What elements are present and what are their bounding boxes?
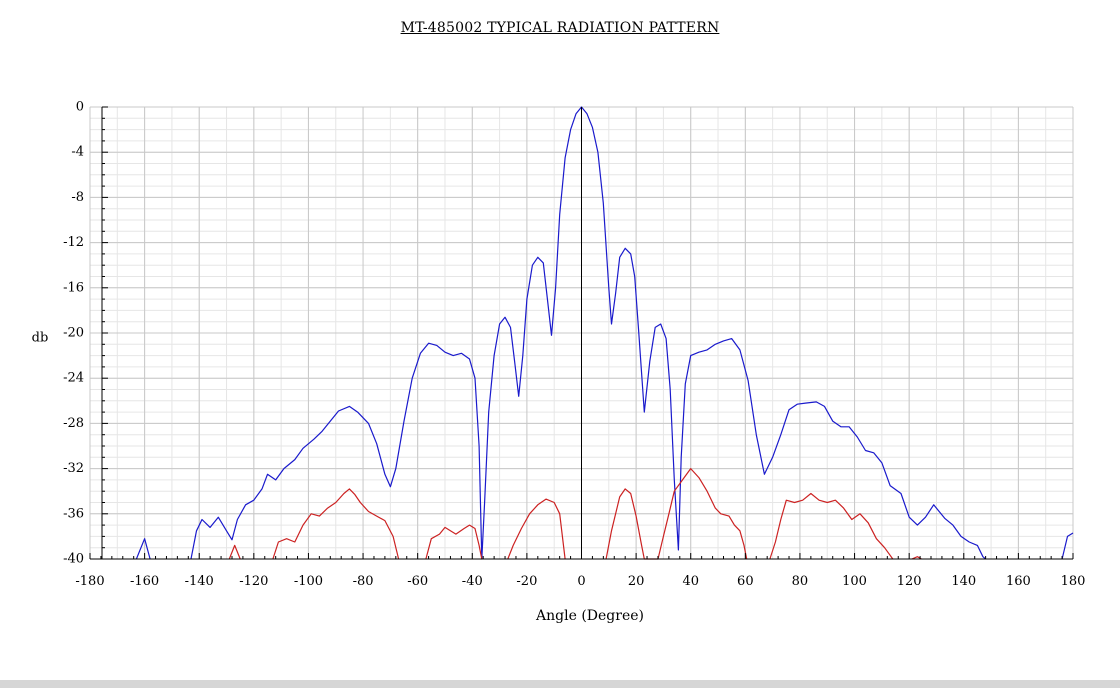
y-tick-label: 0 <box>76 100 84 115</box>
axes-layer <box>89 106 1074 560</box>
y-tick-label: -4 <box>71 145 84 160</box>
x-tick-label: 60 <box>737 574 754 589</box>
x-tick-label: 40 <box>682 574 699 589</box>
x-tick-label: -20 <box>516 574 537 589</box>
x-tick-label: -60 <box>407 574 428 589</box>
series-line-2 <box>228 544 241 560</box>
x-tick-label: 100 <box>842 574 867 589</box>
x-tick-label: -80 <box>353 574 374 589</box>
x-tick-label: 0 <box>577 574 585 589</box>
x-tick-label: 140 <box>951 574 976 589</box>
series-line-2 <box>769 492 894 560</box>
x-tick-label: -40 <box>462 574 483 589</box>
y-tick-label: -40 <box>63 552 84 567</box>
y-axis-label: db <box>32 331 49 346</box>
y-tick-label: -36 <box>63 506 84 521</box>
series-line-2 <box>605 468 748 560</box>
x-tick-label: 20 <box>628 574 645 589</box>
series-line-2 <box>507 498 566 560</box>
y-tick-label: -8 <box>71 190 84 205</box>
y-tick-label: -16 <box>63 280 84 295</box>
x-tick-label: 120 <box>897 574 922 589</box>
tick-labels: 0 -4 -8 -12 -16 -20 -24 -28 -32 -36 -40 -180 -160 -14… <box>63 100 1085 590</box>
series-line-2 <box>272 488 400 560</box>
x-tick-label: 160 <box>1006 574 1031 589</box>
window-bottom-edge <box>0 680 1120 688</box>
y-tick-label: -32 <box>63 461 84 476</box>
x-tick-label: -180 <box>75 574 104 589</box>
series-line-2 <box>425 524 483 560</box>
x-tick-label: -100 <box>294 574 323 589</box>
series-line-1 <box>1061 532 1074 560</box>
y-tick-label: -20 <box>63 326 84 341</box>
x-tick-label: -140 <box>185 574 214 589</box>
x-tick-label: 180 <box>1061 574 1086 589</box>
y-tick-label: -12 <box>63 235 84 250</box>
chart-title: MT-485002 TYPICAL RADIATION PATTERN <box>400 20 720 36</box>
y-tick-label: -24 <box>63 371 84 386</box>
series-line-1 <box>135 538 151 560</box>
y-tick-label: -28 <box>63 416 84 431</box>
x-tick-label: -120 <box>239 574 268 589</box>
x-tick-label: 80 <box>792 574 809 589</box>
x-axis-label: Angle (Degree) <box>535 608 644 624</box>
x-tick-label: -160 <box>130 574 159 589</box>
